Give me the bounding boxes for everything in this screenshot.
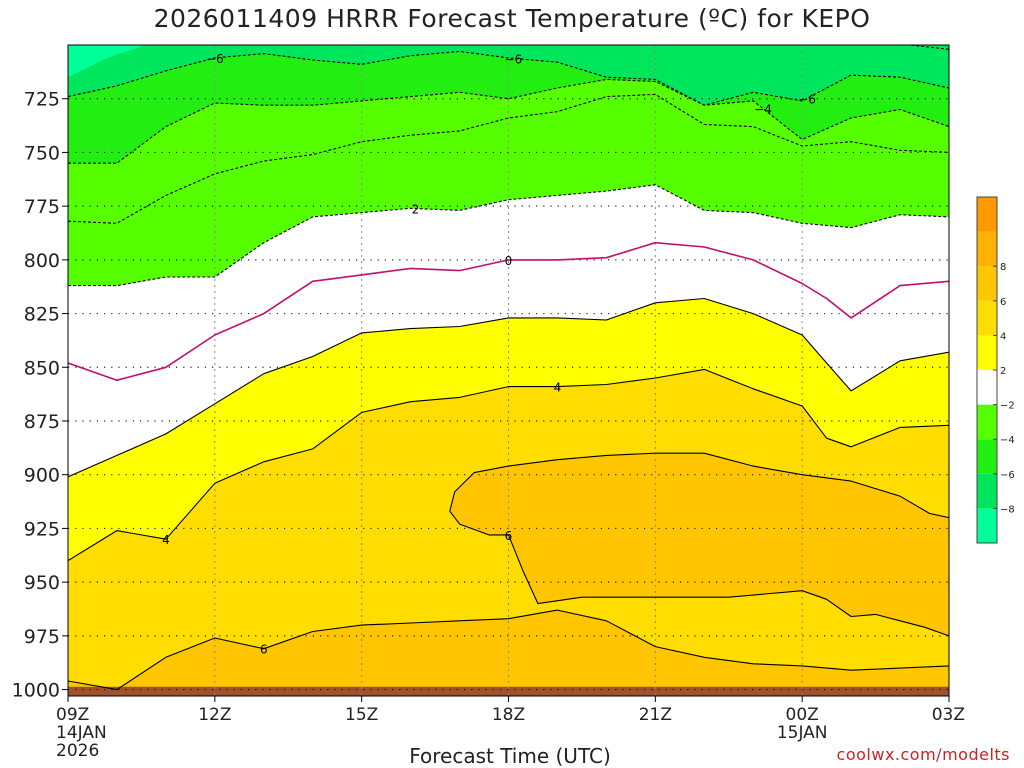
legend-swatch-7 (977, 266, 997, 301)
legend-label: −8 (1000, 504, 1015, 515)
legend-swatch-5 (977, 335, 997, 370)
band-minus8-spot (68, 45, 147, 78)
contour-lines (68, 45, 949, 691)
y-tick-label-750: 750 (24, 142, 60, 164)
contour-6 (68, 297, 949, 478)
legend-swatch-8 (977, 231, 997, 267)
y-tick-label-800: 800 (24, 250, 60, 272)
x-tick-label-18Z: 18Z (492, 705, 525, 725)
contour-4 (68, 184, 949, 287)
legend-swatch-9 (977, 197, 997, 232)
grid-lines (68, 45, 949, 696)
legend-swatch-1 (977, 473, 997, 509)
y-tick-label-1000: 1000 (12, 680, 60, 702)
x-axis-label: Forecast Time (UTC) (409, 744, 611, 768)
legend-label: 8 (1000, 262, 1006, 273)
legend-swatch-2 (977, 439, 997, 474)
contour-label: −6 (798, 92, 816, 106)
color-legend: −8 −6 −4 −2 2 4 6 8 (976, 196, 1015, 544)
x-tick-label-03Z: 03Z (932, 705, 965, 725)
contour-label: 2 (412, 203, 420, 217)
contour-7 (68, 368, 949, 562)
legend-swatch-4 (977, 370, 997, 405)
x-tick-label-00Z: 00Z (786, 705, 819, 725)
legend-label: −2 (1000, 401, 1015, 412)
legend-label: 6 (1000, 297, 1006, 308)
y-tick-label-875: 875 (24, 411, 60, 433)
y-tick-label-850: 850 (24, 357, 60, 379)
band-6-8-upper (449, 453, 949, 636)
y-tick-label-950: 950 (24, 572, 60, 594)
contour-8 (68, 609, 949, 691)
contour-labels: −6 −6 −6 −4 2 0 4 4 6 6 (162, 52, 816, 657)
legend-label: 2 (1000, 366, 1006, 377)
band-6-8-lower (68, 610, 949, 696)
legend-swatch-0 (977, 508, 997, 543)
y-tick-label-900: 900 (24, 465, 60, 487)
contour-10 (507, 534, 949, 637)
contour-3 (68, 93, 949, 224)
contour-label: −6 (505, 52, 523, 66)
chart-title: 2026011409 HRRR Forecast Temperature (ºC… (153, 4, 871, 33)
contour-5 (68, 241, 949, 382)
y-tick-label-925: 925 (24, 518, 60, 540)
x-date-label: 14JAN (56, 723, 107, 743)
y-tick-label-775: 775 (24, 196, 60, 218)
legend-label: −4 (1000, 435, 1015, 446)
y-axis: 725 750 775 800 825 850 875 900 925 950 975 1000 (12, 89, 68, 702)
x-tick-label-15Z: 15Z (345, 705, 378, 725)
contour-label: 6 (505, 529, 513, 543)
contour-label: 4 (554, 381, 562, 395)
contour-label: 4 (162, 533, 170, 547)
surface-layer (68, 686, 949, 696)
x-tick-label-21Z: 21Z (639, 705, 672, 725)
legend-label: −6 (1000, 470, 1015, 481)
contour-label: −4 (754, 103, 772, 117)
y-tick-label-975: 975 (24, 626, 60, 648)
y-tick-label-825: 825 (24, 304, 60, 326)
contour-label: −6 (206, 52, 224, 66)
ground-surface (68, 686, 949, 696)
legend-swatch-3 (977, 404, 997, 440)
x-date-label: 2026 (56, 741, 99, 761)
contour-label: 6 (260, 643, 268, 657)
contour-9 (449, 452, 949, 536)
legend-swatch-6 (977, 300, 997, 336)
x-tick-label-09Z: 09Z (56, 705, 89, 725)
contour-1 (68, 50, 949, 106)
legend-label: 4 (1000, 331, 1006, 342)
x-tick-label-12Z: 12Z (198, 705, 231, 725)
contour-label: 0 (505, 254, 513, 268)
y-tick-label-725: 725 (24, 89, 60, 111)
credit-link[interactable]: coolwx.com/modelts (836, 745, 1010, 764)
x-date-label: 15JAN (777, 723, 828, 743)
